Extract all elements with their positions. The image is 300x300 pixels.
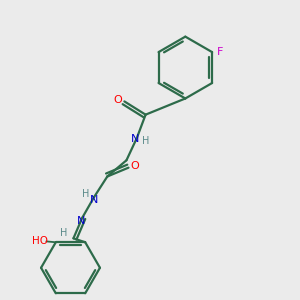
- Text: H: H: [142, 136, 150, 146]
- Text: F: F: [217, 47, 224, 57]
- Text: N: N: [76, 216, 85, 226]
- Text: N: N: [90, 195, 98, 205]
- Text: H: H: [60, 228, 68, 238]
- Text: O: O: [130, 161, 140, 171]
- Text: H: H: [82, 189, 89, 199]
- Text: O: O: [113, 95, 122, 105]
- Text: HO: HO: [32, 236, 48, 246]
- Text: N: N: [131, 134, 140, 144]
